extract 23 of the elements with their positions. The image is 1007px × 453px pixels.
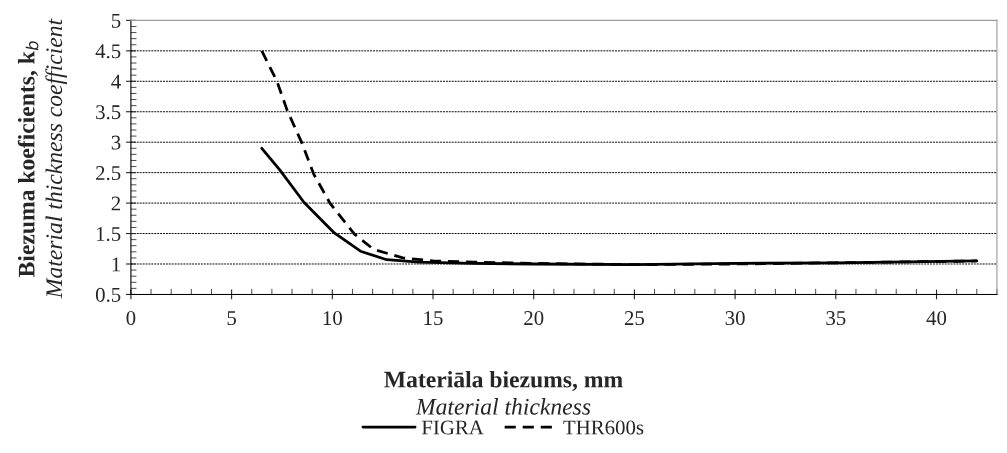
y-axis-title: Biezuma koeficients, k$_{b}$ Material thickness coefficient bbox=[17, 18, 67, 299]
y-tick-label: 5 bbox=[111, 13, 121, 28]
legend-label: THR600s bbox=[563, 420, 644, 435]
y-tick-label: 4.5 bbox=[95, 44, 121, 59]
y-tick-label: 1 bbox=[112, 257, 120, 272]
x-tick-label: 5 bbox=[227, 311, 236, 326]
x-tick-label: 40 bbox=[926, 311, 947, 326]
y-tick-label: 4 bbox=[111, 74, 121, 89]
x-tick-label: 30 bbox=[725, 311, 745, 326]
x-tick-label: 25 bbox=[624, 311, 645, 326]
x-tick-label: 10 bbox=[323, 311, 342, 326]
x-axis-title: Materiāla biezums, mm Material thickness bbox=[384, 370, 623, 415]
y-tick-label: 1.5 bbox=[96, 227, 121, 242]
x-tick-label: 20 bbox=[524, 311, 544, 326]
y-tick-label: 2 bbox=[111, 196, 121, 211]
legend-label: FIGRA bbox=[421, 420, 484, 435]
x-tick-label: 0 bbox=[126, 311, 136, 326]
y-tick-label: 3 bbox=[111, 135, 121, 150]
x-tick-label: 15 bbox=[424, 311, 443, 326]
y-tick-label: 2.5 bbox=[96, 166, 121, 181]
x-tick-label: 35 bbox=[826, 311, 846, 326]
y-tick-label: 3.5 bbox=[96, 105, 121, 120]
y-tick-label: 0.5 bbox=[95, 287, 121, 302]
